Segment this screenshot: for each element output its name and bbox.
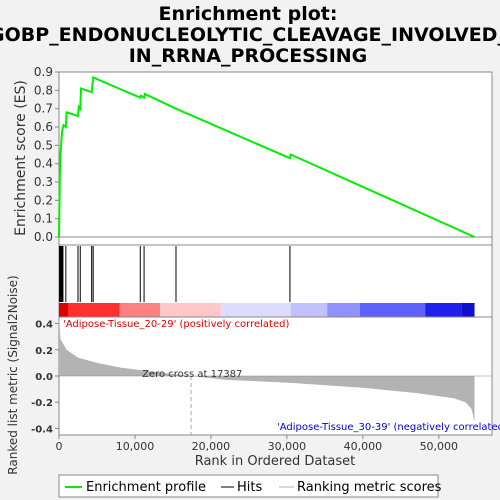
hits-group: [59, 246, 291, 302]
es-y-tick-label: 0.8: [34, 83, 53, 97]
es-y-tick-label: 0.1: [34, 212, 53, 226]
legend-box: [58, 474, 439, 498]
colorbar-segment: [220, 303, 291, 317]
title-line-3: IN_RRNA_PROCESSING: [129, 45, 368, 67]
es-y-axis: 0.0 0.1 0.2 0.3 0.4 0.5 0.6 0.7 0.8 0.9: [34, 65, 59, 244]
es-y-tick-label: 0.0: [34, 230, 53, 244]
es-y-tick-label: 0.6: [34, 120, 53, 134]
title-line-2: GOBP_ENDONUCLEOLYTIC_CLEAVAGE_INVOLVED_: [0, 24, 500, 46]
colorbar-segment: [59, 303, 120, 317]
colorbar-segment: [119, 303, 161, 317]
metric-y-axis: -0.4 -0.2 0.0 0.2 0.4: [31, 320, 59, 435]
x-axis: 0 10,000 20,000 30,000 40,000 50,000: [56, 435, 459, 453]
colorbar-segment: [461, 303, 475, 317]
metric-y-tick-label: -0.4: [31, 424, 53, 435]
metric-y-tick-label: 0.2: [35, 346, 53, 357]
legend-metric-label: Ranking metric scores: [297, 480, 442, 495]
x-tick-label: 20,000: [192, 440, 231, 453]
legend-es-label: Enrichment profile: [86, 480, 206, 495]
metric-y-tick-label: 0.4: [35, 320, 53, 331]
colorbar-segment: [160, 303, 221, 317]
x-tick-label: 30,000: [268, 440, 307, 453]
legend-hits-label: Hits: [237, 480, 262, 495]
es-y-tick-label: 0.2: [34, 193, 53, 207]
es-y-label: Enrichment score (ES): [13, 80, 29, 236]
zero-cross-label: Zero cross at 17387: [142, 369, 242, 380]
positive-label: 'Adipose-Tissue_20-29' (positively corre…: [63, 319, 289, 330]
es-y-tick-label: 0.4: [34, 157, 53, 171]
negative-label: 'Adipose-Tissue_30-39' (negatively corre…: [277, 422, 500, 433]
title-line-1: Enrichment plot:: [159, 3, 338, 25]
es-y-tick-label: 0.5: [34, 138, 53, 152]
metric-y-tick-label: -0.2: [31, 398, 53, 409]
colorbar-segment: [359, 303, 426, 317]
es-y-tick-label: 0.7: [34, 102, 53, 116]
es-panel: [58, 71, 493, 246]
colorbar-segment: [425, 303, 462, 317]
x-tick-label: 10,000: [116, 440, 155, 453]
x-axis-label: Rank in Ordered Dataset: [195, 454, 356, 469]
rank-colorbar: [59, 303, 475, 317]
colorbar-segment: [290, 303, 328, 317]
colorbar-segment: [59, 303, 69, 317]
x-tick-label: 0: [56, 440, 63, 453]
x-tick-label: 50,000: [420, 440, 459, 453]
metric-y-tick-label: 0.0: [35, 372, 53, 383]
enrichment-profile-line: [58, 76, 475, 238]
metric-y-label: Ranked list metric (Signal2Noise): [6, 275, 20, 474]
x-tick-label: 40,000: [344, 440, 383, 453]
es-y-tick-label: 0.9: [34, 65, 53, 79]
colorbar-segment: [327, 303, 360, 317]
es-y-tick-label: 0.3: [34, 175, 53, 189]
